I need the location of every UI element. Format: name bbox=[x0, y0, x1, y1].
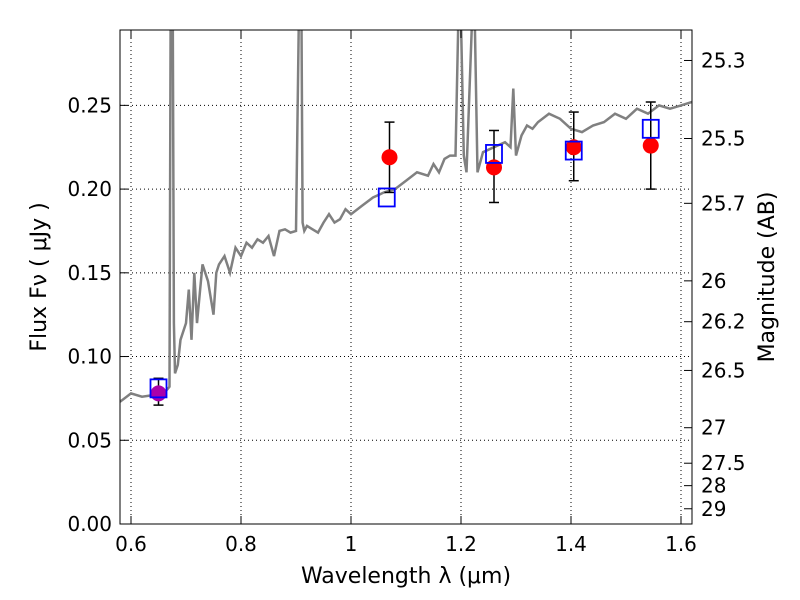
y-axis-ticks: 0.00 0.05 0.10 0.15 0.20 0.25 bbox=[67, 93, 128, 536]
model-square bbox=[149, 378, 168, 399]
right-tick-label: 25.7 bbox=[701, 191, 746, 215]
right-tick-label: 26.5 bbox=[701, 358, 746, 382]
model-square bbox=[641, 118, 660, 139]
right-axis-label: Magnitude (AB) bbox=[755, 192, 780, 363]
right-tick-label: 27.5 bbox=[701, 451, 746, 475]
right-tick-label: 29 bbox=[701, 497, 726, 521]
spectrum-line bbox=[120, 30, 692, 403]
y-tick-label: 0.20 bbox=[67, 177, 112, 201]
right-tick-label: 25.5 bbox=[701, 127, 746, 151]
y-tick-label: 0.25 bbox=[67, 93, 112, 117]
model-spectrum-series bbox=[120, 30, 692, 403]
model-squares bbox=[149, 118, 660, 399]
model-square bbox=[564, 140, 583, 161]
right-tick-label: 27 bbox=[701, 416, 726, 440]
x-tick-label: 1.6 bbox=[665, 532, 697, 556]
right-tick-label: 26.2 bbox=[701, 310, 746, 334]
observed-point bbox=[150, 385, 167, 402]
x-tick-label: 1.2 bbox=[445, 532, 477, 556]
x-tick-label: 1.4 bbox=[555, 532, 587, 556]
right-tick-label: 28 bbox=[701, 474, 726, 498]
x-axis-ticks: 0.6 0.8 1 1.2 1.4 1.6 bbox=[115, 30, 697, 556]
y-tick-label: 0.15 bbox=[67, 261, 112, 285]
y-tick-label: 0.10 bbox=[67, 345, 112, 369]
x-tick-label: 0.6 bbox=[115, 532, 147, 556]
x-tick-label: 1 bbox=[345, 532, 358, 556]
plot-frame bbox=[119, 29, 693, 525]
right-tick-label: 25.3 bbox=[701, 48, 746, 72]
model-square bbox=[377, 187, 396, 208]
right-tick-label: 26 bbox=[701, 269, 726, 293]
observed-point bbox=[642, 137, 659, 154]
x-axis-label: Wavelength λ (μm) bbox=[301, 564, 511, 589]
observed-point bbox=[486, 159, 502, 176]
x-tick-label: 0.8 bbox=[225, 532, 257, 556]
y-axis-label: Flux Fν ( μJy ) bbox=[27, 202, 52, 351]
observed-point bbox=[565, 139, 582, 156]
y-tick-label: 0.05 bbox=[67, 428, 112, 452]
observed-points bbox=[150, 137, 659, 402]
observed-point bbox=[381, 149, 398, 166]
y-tick-label: 0.00 bbox=[67, 512, 112, 536]
model-square bbox=[485, 144, 503, 164]
